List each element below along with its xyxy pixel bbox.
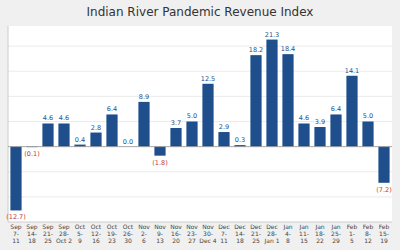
x-tick-label: Dec7-11 xyxy=(218,223,230,244)
data-label: (0.1) xyxy=(24,150,39,158)
x-tick-label: Sep28-Oct 2 xyxy=(56,223,72,244)
data-label: 21.3 xyxy=(265,31,279,39)
x-tick-label: Feb15-19 xyxy=(379,223,390,244)
bar xyxy=(138,102,149,147)
data-label: 14.1 xyxy=(345,67,359,75)
x-tick-label: Jan11-15 xyxy=(298,223,309,244)
bar xyxy=(90,133,101,147)
data-label: (12.7) xyxy=(6,213,26,221)
grid-line xyxy=(8,71,392,72)
x-tick-label: Nov23-27 xyxy=(186,223,198,244)
data-label: 6.4 xyxy=(331,105,341,113)
bar xyxy=(346,76,357,147)
data-label: 0.0 xyxy=(123,138,133,146)
bar xyxy=(170,128,181,147)
bar xyxy=(266,40,277,147)
grid-line xyxy=(8,196,392,197)
bar xyxy=(42,123,53,146)
data-label: 0.3 xyxy=(235,136,245,144)
y-axis-line xyxy=(8,26,9,222)
data-label: 2.9 xyxy=(219,123,229,131)
bar xyxy=(330,114,341,146)
x-tick-label: Oct19-23 xyxy=(107,223,118,244)
data-label: 6.4 xyxy=(107,105,117,113)
data-label: 2.8 xyxy=(91,124,101,132)
bar xyxy=(58,123,69,146)
x-tick-label: Sep21-25 xyxy=(42,223,54,244)
background xyxy=(0,0,400,250)
bar xyxy=(218,132,229,147)
data-label: 5.0 xyxy=(363,112,373,120)
bar xyxy=(186,121,197,146)
bar xyxy=(378,147,389,183)
data-label: 4.6 xyxy=(59,114,69,122)
data-label: (1.8) xyxy=(152,159,167,167)
x-tick-label: Oct26-30 xyxy=(123,223,134,244)
bar xyxy=(314,127,325,147)
x-tick-label: Oct5-9 xyxy=(75,223,86,244)
bars xyxy=(10,40,389,211)
data-label: 8.9 xyxy=(139,93,149,101)
data-label: 4.6 xyxy=(299,114,309,122)
bar xyxy=(10,147,21,211)
zero-line xyxy=(8,146,392,147)
x-tick-label: Dec28-Jan 1 xyxy=(264,223,280,245)
plot-area xyxy=(8,26,392,222)
grid-line xyxy=(8,171,392,172)
x-tick-label: Feb1-5 xyxy=(347,223,358,244)
x-tick-label: Feb8-12 xyxy=(363,223,374,244)
bar xyxy=(282,54,293,146)
x-tick-label: Jan4-8 xyxy=(282,223,292,244)
data-label: 12.5 xyxy=(201,75,215,83)
bar xyxy=(250,55,261,146)
data-label: 3.9 xyxy=(315,118,325,126)
data-label: (7.2) xyxy=(376,186,391,194)
x-tick-label: Oct12-16 xyxy=(91,223,102,244)
x-tick-label: Sep14-18 xyxy=(26,223,38,244)
grid-line xyxy=(8,146,392,147)
bar xyxy=(362,121,373,146)
x-tick-label: Nov16-20 xyxy=(170,223,182,244)
data-label: 18.4 xyxy=(281,45,295,53)
data-label: 18.2 xyxy=(249,46,263,54)
data-label: 0.4 xyxy=(75,136,85,144)
bar xyxy=(154,147,165,156)
x-tick-label: Nov2-6 xyxy=(138,223,150,244)
bar xyxy=(298,123,309,146)
x-tick-label: Dec21-25 xyxy=(250,223,262,244)
bar xyxy=(202,84,213,147)
data-label: 3.7 xyxy=(171,119,181,127)
data-label: 4.6 xyxy=(43,114,53,122)
x-tick-label: Sep7-11 xyxy=(10,223,22,244)
grid-line xyxy=(8,96,392,97)
x-tick-label: Jan18-22 xyxy=(314,223,325,244)
grid-line xyxy=(8,46,392,47)
x-tick-label: Jan25-29 xyxy=(330,223,341,244)
data-label: 5.0 xyxy=(187,112,197,120)
x-tick-label: Nov30-Dec 4 xyxy=(199,223,217,244)
bar xyxy=(106,114,117,146)
x-tick-label: Dec14-18 xyxy=(234,223,246,244)
x-tick-label: Nov9-13 xyxy=(154,223,166,244)
title: Indian River Pandemic Revenue Index xyxy=(87,5,314,19)
